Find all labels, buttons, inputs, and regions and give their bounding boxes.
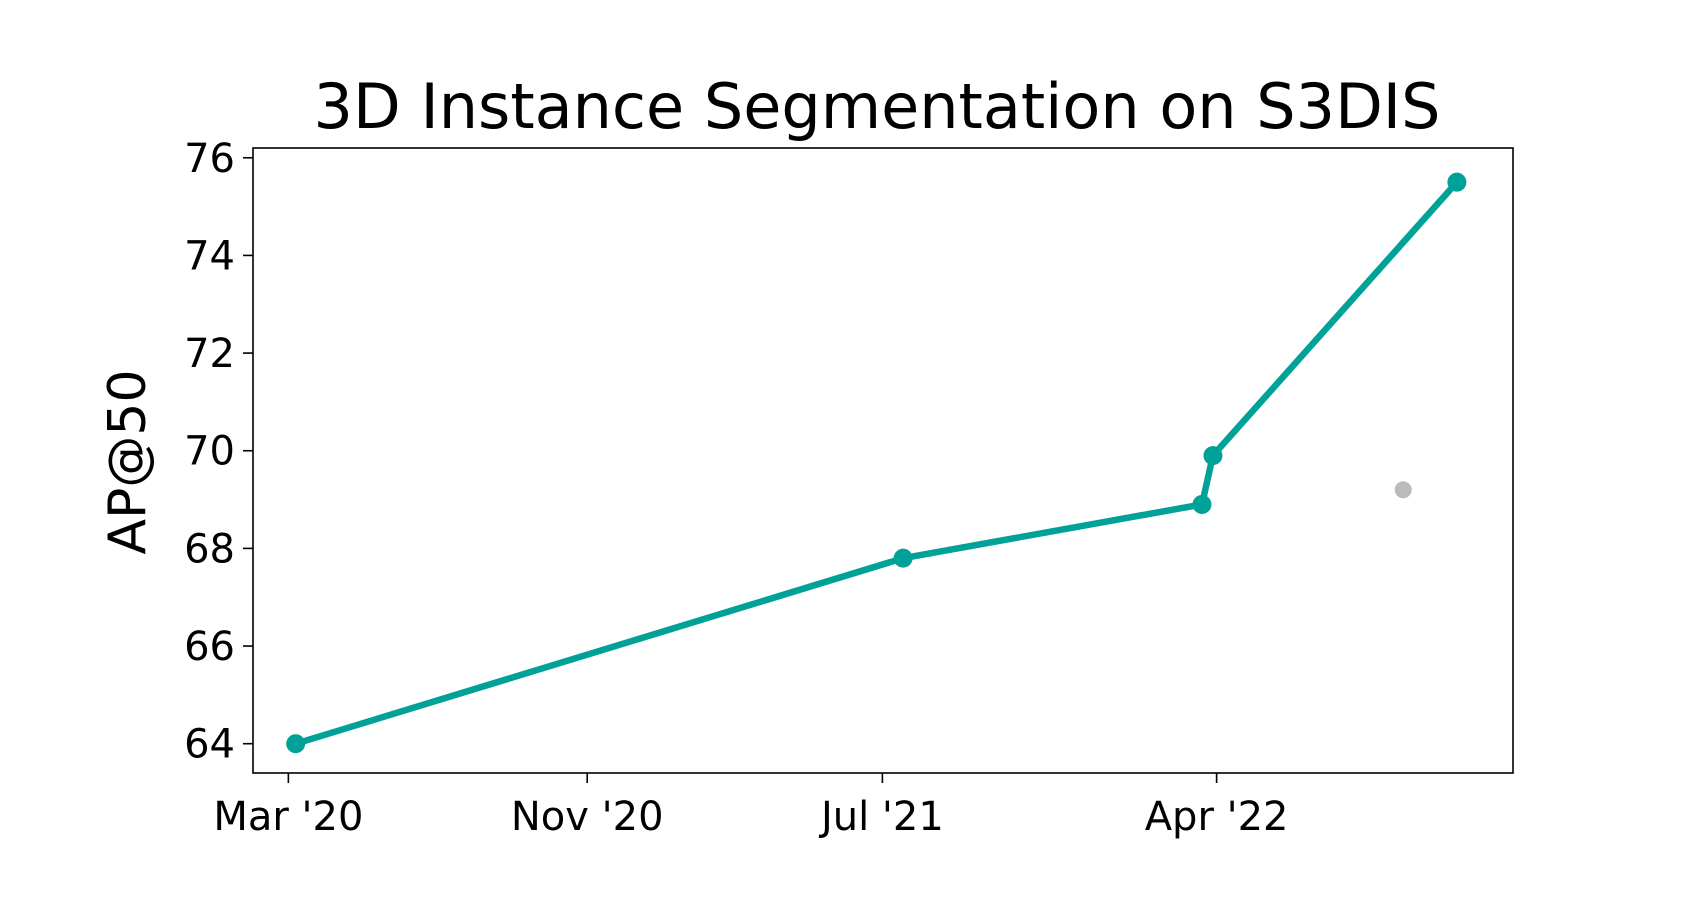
data-point <box>1203 446 1223 466</box>
y-tick-label: 64 <box>184 722 235 768</box>
data-point <box>1447 172 1467 192</box>
y-axis-label: AP@50 <box>98 369 158 554</box>
data-point <box>1192 494 1212 514</box>
x-tick-label: Jul '21 <box>818 794 944 840</box>
y-tick-label: 70 <box>184 429 235 475</box>
y-tick-label: 66 <box>184 624 235 670</box>
x-tick-label: Nov '20 <box>511 794 664 840</box>
y-tick-label: 72 <box>184 331 235 377</box>
y-tick-label: 74 <box>184 233 235 279</box>
plot-frame <box>252 147 1514 774</box>
chart-title: 3D Instance Segmentation on S3DIS <box>314 70 1441 143</box>
series-line <box>292 178 1461 747</box>
x-tick-label: Mar '20 <box>213 794 363 840</box>
x-tick-label: Apr '22 <box>1145 794 1289 840</box>
other-point <box>1394 481 1412 499</box>
plot-area: 64 66 68 70 72 74 76 Mar '20 Nov '20 Jul '21 Apr '… <box>184 136 1514 840</box>
data-point <box>893 548 913 568</box>
y-tick-label: 68 <box>184 526 235 572</box>
y-tick-label: 76 <box>184 136 235 182</box>
data-point <box>286 734 306 754</box>
